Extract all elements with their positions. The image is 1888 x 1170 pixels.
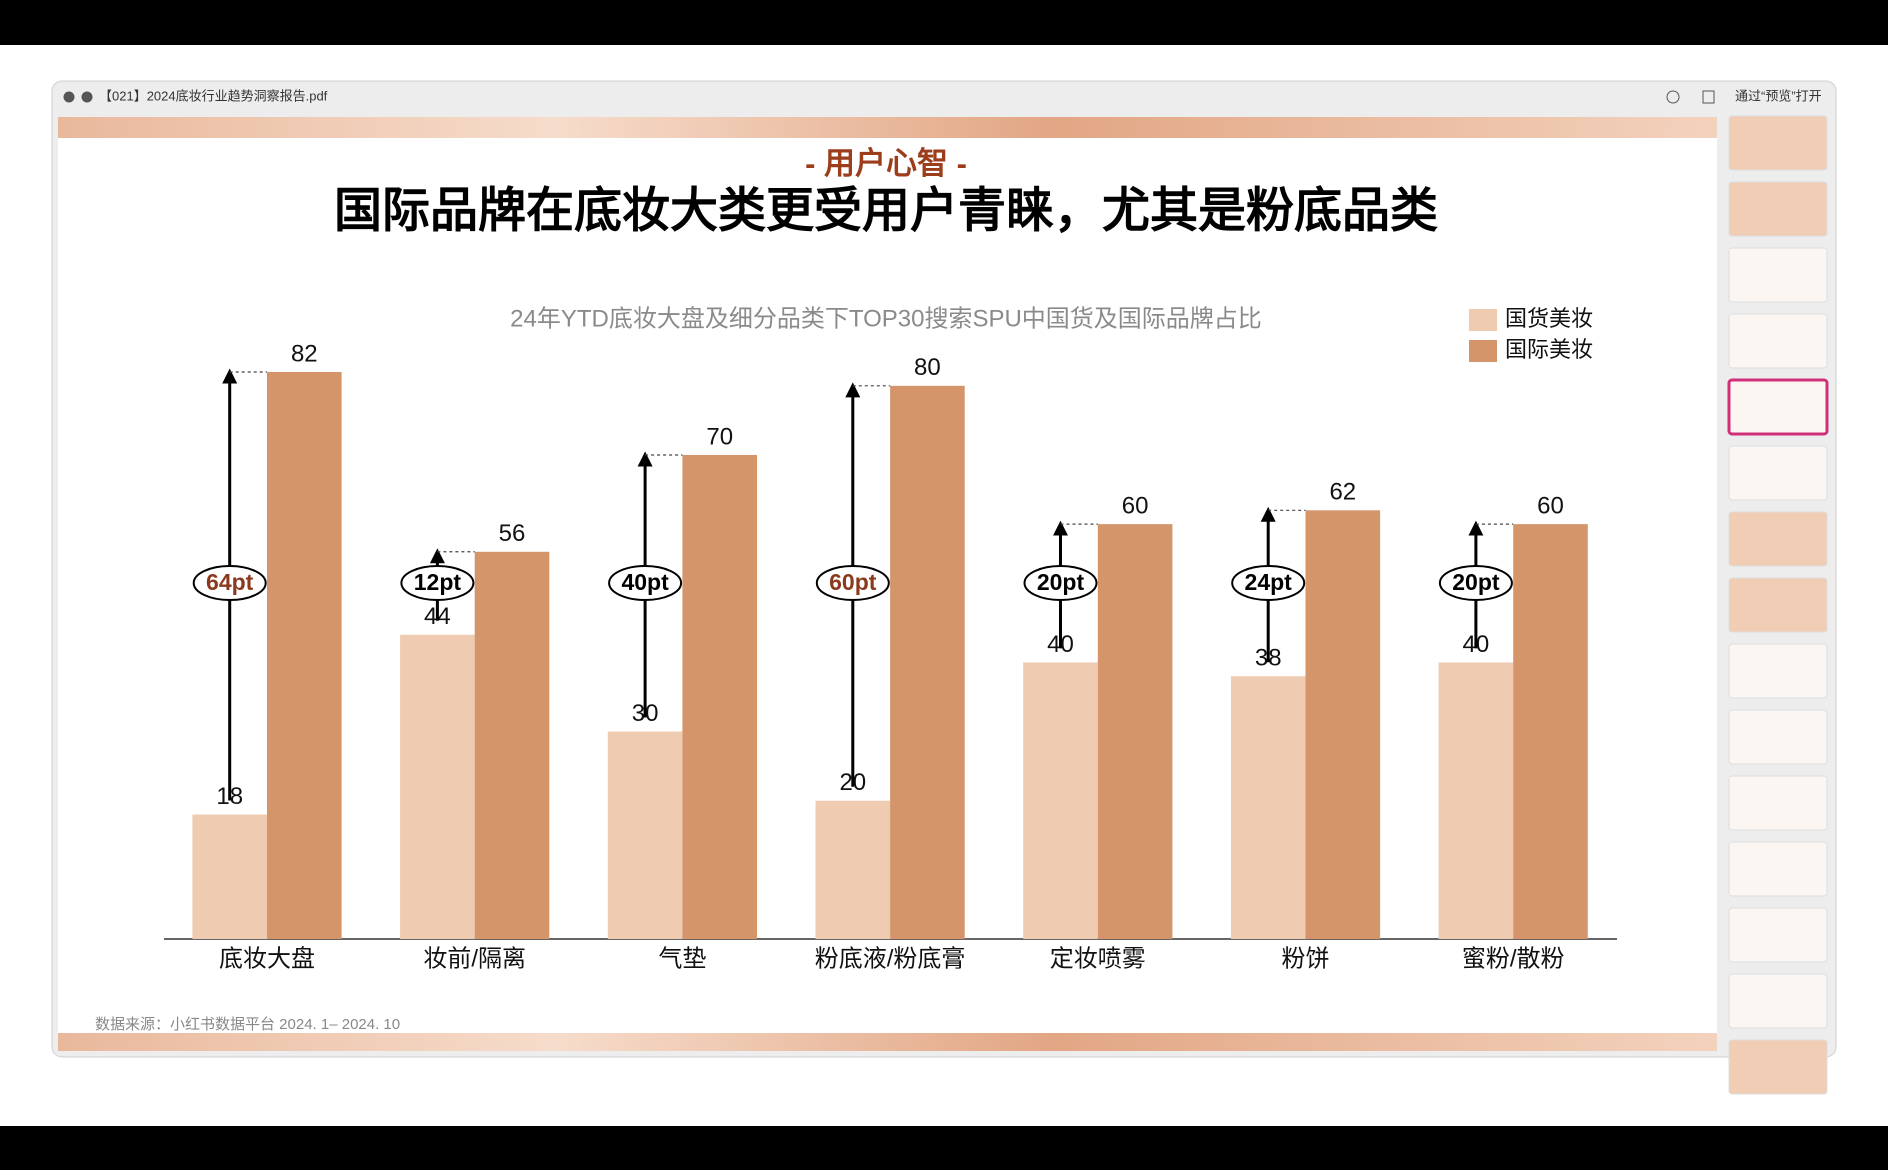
- page-thumbnail[interactable]: [1728, 445, 1828, 501]
- x-tick-label: 定妆喷雾: [1050, 945, 1146, 972]
- bar: [400, 634, 475, 939]
- slide-bottom-band: [58, 1033, 1717, 1051]
- bar: [1513, 524, 1588, 939]
- gap-label: 24pt: [1245, 569, 1293, 595]
- value-label: 80: [914, 354, 941, 381]
- x-tick-label: 妆前/隔离: [423, 945, 526, 972]
- value-label: 62: [1329, 479, 1356, 506]
- gap-badge: [400, 565, 475, 601]
- page-thumbnail[interactable]: [1728, 775, 1828, 831]
- page-thumbnail[interactable]: [1728, 1039, 1828, 1095]
- gap-label: 60pt: [829, 569, 877, 595]
- page-thumbnail[interactable]: [1728, 709, 1828, 765]
- bar: [192, 814, 267, 939]
- page-thumbnail[interactable]: [1728, 511, 1828, 567]
- x-tick-label: 气垫: [658, 945, 706, 972]
- bar: [890, 385, 965, 940]
- page-thumbnail[interactable]: [1728, 907, 1828, 963]
- chart-title: 24年YTD底妆大盘及细分品类下TOP30搜索SPU中国货及国际品牌占比: [510, 305, 1262, 332]
- minimize-button[interactable]: [81, 91, 93, 103]
- page-thumbnail[interactable]: [1727, 378, 1829, 436]
- open-with-button[interactable]: 通过“预览”打开: [1735, 88, 1822, 103]
- section-title: - 用户心智 -: [805, 146, 967, 181]
- bar: [682, 454, 757, 939]
- value-label: 60: [1537, 492, 1564, 519]
- gap-label: 20pt: [1037, 569, 1085, 595]
- bar: [267, 372, 342, 939]
- headline: 国际品牌在底妆大类更受用户青睐，尤其是粉底品类: [334, 185, 1438, 238]
- gap-label: 40pt: [621, 569, 669, 595]
- page-thumbnail[interactable]: [1728, 115, 1828, 171]
- page-thumbnail[interactable]: [1728, 643, 1828, 699]
- share-icon[interactable]: [1702, 90, 1715, 104]
- gap-badge: [192, 565, 267, 601]
- x-tick-label: 粉饼: [1282, 945, 1330, 972]
- value-label: 56: [499, 520, 526, 547]
- x-tick-label: 粉底液/粉底膏: [815, 945, 966, 972]
- gap-badge: [815, 565, 890, 601]
- close-button[interactable]: [63, 91, 75, 103]
- gap-badge: [1023, 565, 1098, 601]
- page-thumbnail[interactable]: [1728, 181, 1828, 237]
- legend-label: 国际美妆: [1505, 337, 1593, 362]
- legend-label: 国货美妆: [1505, 306, 1593, 331]
- slide-top-band: [58, 117, 1717, 138]
- page-thumbnail[interactable]: [1728, 247, 1828, 303]
- x-tick-label: 底妆大盘: [219, 945, 315, 972]
- thumbnail-sidebar: [1727, 115, 1829, 1095]
- window-title: 【021】2024底妆行业趋势洞察报告.pdf: [99, 88, 328, 103]
- page-thumbnail[interactable]: [1728, 841, 1828, 897]
- gap-badge: [1231, 565, 1306, 601]
- bar: [815, 800, 891, 939]
- markup-icon[interactable]: [1666, 90, 1680, 104]
- bar: [1023, 662, 1098, 939]
- bar: [1438, 662, 1514, 939]
- page-thumbnail[interactable]: [1728, 973, 1828, 1029]
- x-tick-label: 蜜粉/散粉: [1462, 945, 1565, 972]
- page-thumbnail[interactable]: [1728, 577, 1828, 633]
- bar: [474, 551, 550, 939]
- bar: [1097, 524, 1173, 939]
- gap-label: 20pt: [1452, 569, 1500, 595]
- gap-label: 12pt: [414, 569, 462, 595]
- legend-swatch: [1469, 340, 1497, 362]
- value-label: 60: [1122, 492, 1149, 519]
- gap-badge: [1438, 565, 1513, 601]
- legend-swatch: [1469, 309, 1497, 331]
- bar: [1230, 676, 1306, 939]
- value-label: 70: [706, 423, 733, 450]
- gap-label: 64pt: [206, 569, 254, 595]
- source-note: 数据来源：小红书数据平台 2024. 1– 2024. 10: [95, 1016, 400, 1033]
- value-label: 82: [291, 340, 318, 367]
- bar: [607, 731, 683, 939]
- gap-badge: [608, 565, 683, 601]
- bar: [1305, 510, 1381, 939]
- page-thumbnail[interactable]: [1728, 313, 1828, 369]
